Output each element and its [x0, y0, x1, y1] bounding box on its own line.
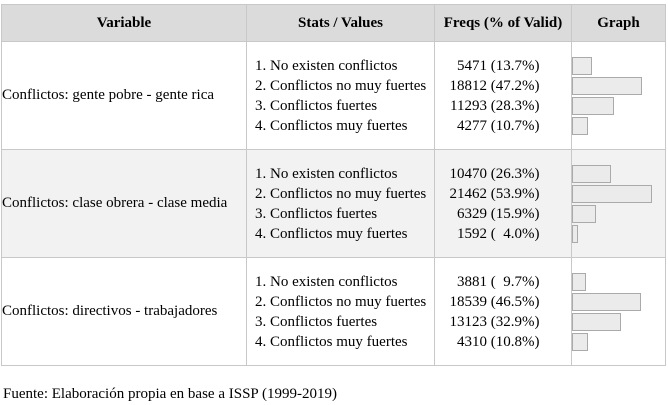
freq-bar	[572, 292, 641, 311]
freq-bar	[572, 184, 652, 203]
stat-label: 3. Conflictos fuertes	[255, 97, 378, 114]
freq-count: 3881	[457, 273, 487, 290]
freq-percent: ( 9.7%)	[490, 273, 540, 290]
freq-count: 4310	[457, 333, 487, 350]
source-footnote: Fuente: Elaboración propia en base a ISS…	[3, 386, 337, 402]
freq-bar	[572, 164, 611, 183]
freq-count: 5471	[457, 57, 487, 74]
graph-cell	[571, 149, 666, 258]
graph-cell	[571, 257, 666, 366]
freq-count: 21462	[449, 185, 488, 202]
stat-label: 2. Conflictos no muy fuertes	[255, 185, 427, 202]
freq-percent: (10.7%)	[490, 117, 540, 134]
stat-label: 4. Conflictos muy fuertes	[255, 333, 408, 350]
freq-percent: (13.7%)	[490, 57, 540, 74]
freq-count: 1592	[457, 225, 487, 242]
stat-label: 3. Conflictos fuertes	[255, 205, 378, 222]
variable-name: Conflictos: clase obrera - clase media	[1, 149, 247, 258]
summary-table: Variable Stats / Values Freqs (% of Vali…	[1, 4, 666, 366]
freq-bar	[572, 312, 621, 331]
freq-cell: 5471 (13.7%) 18812 (47.2%) 11293 (28.3%)…	[434, 41, 572, 150]
freq-bar	[572, 116, 588, 135]
freq-percent: (15.9%)	[490, 205, 540, 222]
stats-cell: 1. No existen conflictos 2. Conflictos n…	[246, 149, 435, 258]
graph-cell	[571, 41, 666, 150]
stat-label: 1. No existen conflictos	[255, 57, 398, 74]
freq-cell: 3881 ( 9.7%) 18539 (46.5%) 13123 (32.9%)…	[434, 257, 572, 366]
freq-bar	[572, 332, 588, 351]
freq-percent: (32.9%)	[490, 313, 540, 330]
freq-bar	[572, 76, 642, 95]
stat-label: 1. No existen conflictos	[255, 273, 398, 290]
freq-percent: (10.8%)	[490, 333, 540, 350]
stat-label: 3. Conflictos fuertes	[255, 313, 378, 330]
freq-count: 4277	[457, 117, 487, 134]
freq-count: 6329	[457, 205, 487, 222]
table-row: Conflictos: gente pobre - gente rica 1. …	[1, 41, 666, 150]
stat-label: 4. Conflictos muy fuertes	[255, 117, 408, 134]
freq-cell: 10470 (26.3%) 21462 (53.9%) 6329 (15.9%)…	[434, 149, 572, 258]
stats-cell: 1. No existen conflictos 2. Conflictos n…	[246, 41, 435, 150]
variable-name: Conflictos: gente pobre - gente rica	[1, 41, 247, 150]
freq-percent: (28.3%)	[490, 97, 540, 114]
variable-name: Conflictos: directivos - trabajadores	[1, 257, 247, 366]
freq-count: 10470	[449, 165, 488, 182]
freq-percent: (47.2%)	[490, 77, 540, 94]
freq-count: 11293	[450, 97, 487, 114]
header-graph: Graph	[571, 4, 666, 42]
header-stats-values: Stats / Values	[246, 4, 435, 42]
freq-bar	[572, 272, 586, 291]
stat-label: 1. No existen conflictos	[255, 165, 398, 182]
freq-count: 18812	[449, 77, 488, 94]
freq-bar	[572, 56, 592, 75]
freq-bar	[572, 224, 578, 243]
freq-count: 13123	[449, 313, 488, 330]
freq-percent: (46.5%)	[490, 293, 540, 310]
table-row: Conflictos: clase obrera - clase media 1…	[1, 149, 666, 258]
freq-bar	[572, 204, 596, 223]
freq-percent: ( 4.0%)	[490, 225, 540, 242]
freq-count: 18539	[449, 293, 488, 310]
table-row: Conflictos: directivos - trabajadores 1.…	[1, 257, 666, 366]
stats-cell: 1. No existen conflictos 2. Conflictos n…	[246, 257, 435, 366]
freq-percent: (53.9%)	[490, 185, 540, 202]
freq-bar	[572, 96, 614, 115]
stat-label: 4. Conflictos muy fuertes	[255, 225, 408, 242]
header-freqs: Freqs (% of Valid)	[434, 4, 572, 42]
header-row: Variable Stats / Values Freqs (% of Vali…	[1, 4, 666, 42]
freq-percent: (26.3%)	[490, 165, 540, 182]
stat-label: 2. Conflictos no muy fuertes	[255, 293, 427, 310]
stat-label: 2. Conflictos no muy fuertes	[255, 77, 427, 94]
header-variable: Variable	[1, 4, 247, 42]
